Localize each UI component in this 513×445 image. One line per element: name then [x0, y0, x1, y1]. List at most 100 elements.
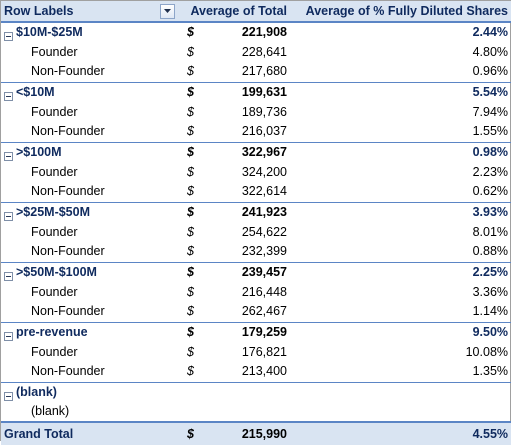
child-label: Non-Founder [31, 244, 105, 259]
collapse-minus-icon[interactable] [4, 271, 13, 281]
avg-total-value [225, 381, 291, 402]
avg-total-value: 228,641 [241, 44, 288, 59]
child-label: Non-Founder [31, 124, 105, 139]
child-row[interactable]: Non-Founder $ 213,400 1.35% [1, 362, 511, 382]
child-label: Founder [31, 284, 78, 299]
collapse-minus-icon[interactable] [4, 331, 13, 341]
group-row[interactable]: >$25M-$50M $ 241,923 3.93% [1, 201, 512, 222]
avg-total-value: 322,967 [225, 141, 291, 162]
group-row[interactable]: >$50M-$100M $ 239,457 2.25% [1, 261, 512, 282]
currency-symbol: $ [187, 64, 194, 79]
collapse-minus-icon[interactable] [4, 211, 13, 221]
pivot-body: $10M-$25M $ 221,908 2.44% Founder $ 228,… [1, 21, 512, 422]
currency-symbol [177, 381, 225, 402]
collapse-minus-icon[interactable] [4, 151, 13, 161]
child-label: Non-Founder [31, 64, 105, 79]
avg-total-header[interactable]: Average of Total [177, 1, 291, 23]
avg-total-value: 262,467 [241, 304, 288, 319]
group-label-cell[interactable]: $10M-$25M [1, 21, 177, 42]
avg-total-value: 322,614 [241, 184, 288, 199]
currency-symbol: $ [177, 201, 225, 222]
child-row[interactable]: Non-Founder $ 262,467 1.14% [1, 302, 511, 322]
currency-symbol: $ [187, 284, 194, 299]
currency-symbol: $ [187, 124, 194, 139]
child-label: Non-Founder [31, 184, 105, 199]
avg-pct-header[interactable]: Average of % Fully Diluted Shares [290, 1, 512, 23]
avg-total-value: 254,622 [241, 224, 288, 239]
avg-pct-value: 4.80% [472, 44, 509, 59]
avg-pct-value: 2.25% [290, 261, 512, 282]
avg-pct-value: 10.08% [465, 344, 509, 359]
grand-total-avg-pct: 4.55% [290, 421, 512, 445]
child-row[interactable]: Founder $ 254,622 8.01% [1, 222, 511, 242]
group-row[interactable]: >$100M $ 322,967 0.98% [1, 141, 512, 162]
group-label-cell[interactable]: >$25M-$50M [1, 201, 177, 222]
avg-pct-value: 8.01% [472, 224, 509, 239]
currency-symbol: $ [187, 104, 194, 119]
group-row[interactable]: <$10M $ 199,631 5.54% [1, 81, 512, 102]
child-row[interactable]: Non-Founder $ 232,399 0.88% [1, 242, 511, 262]
child-row[interactable]: Non-Founder $ 322,614 0.62% [1, 182, 511, 202]
child-label: Founder [31, 224, 78, 239]
avg-pct-value [290, 402, 511, 422]
avg-total-value: 216,037 [241, 124, 288, 139]
group-label-cell[interactable]: <$10M [1, 81, 177, 102]
group-row[interactable]: pre-revenue $ 179,259 9.50% [1, 321, 512, 342]
group-label: <$10M [16, 84, 55, 99]
avg-pct-value: 1.55% [472, 124, 509, 139]
child-row[interactable]: Founder $ 228,641 4.80% [1, 42, 511, 62]
currency-symbol: $ [187, 304, 194, 319]
currency-symbol: $ [187, 364, 194, 379]
currency-symbol: $ [187, 164, 194, 179]
child-row[interactable]: Founder $ 324,200 2.23% [1, 162, 511, 182]
avg-total-value: 217,680 [241, 64, 288, 79]
group-label: >$50M-$100M [16, 264, 97, 279]
collapse-minus-icon[interactable] [4, 391, 13, 401]
child-row[interactable]: (blank) [1, 402, 511, 422]
avg-pct-value: 0.62% [472, 184, 509, 199]
child-row[interactable]: Founder $ 189,736 7.94% [1, 102, 511, 122]
avg-pct-value [290, 381, 512, 402]
row-labels-header-text: Row Labels [4, 3, 74, 18]
child-row[interactable]: Founder $ 216,448 3.36% [1, 282, 511, 302]
currency-symbol: $ [187, 184, 194, 199]
grand-total-label: Grand Total [1, 421, 177, 445]
avg-total-value: 216,448 [241, 284, 288, 299]
child-row[interactable]: Founder $ 176,821 10.08% [1, 342, 511, 362]
collapse-minus-icon[interactable] [4, 32, 13, 41]
grand-total-row[interactable]: Grand Total $ 215,990 4.55% [1, 421, 512, 445]
currency-symbol: $ [187, 244, 194, 259]
child-label: Founder [31, 104, 78, 119]
header-row: Row Labels Average of Total Average of %… [1, 1, 512, 23]
avg-total-value: 213,400 [241, 364, 288, 379]
group-row[interactable]: $10M-$25M $ 221,908 2.44% [1, 21, 512, 42]
currency-symbol: $ [177, 21, 225, 42]
avg-pct-value: 1.35% [472, 364, 509, 379]
avg-total-value: 324,200 [241, 164, 288, 179]
avg-total-value: 189,736 [241, 104, 288, 119]
collapse-minus-icon[interactable] [4, 91, 13, 101]
currency-symbol [177, 402, 225, 422]
group-label: $10M-$25M [16, 25, 83, 39]
filter-dropdown-icon[interactable] [160, 3, 175, 19]
child-label: (blank) [31, 404, 70, 418]
group-label-cell[interactable]: >$100M [1, 141, 177, 162]
group-row[interactable]: (blank) [1, 381, 512, 402]
group-label-cell[interactable]: (blank) [1, 381, 177, 402]
currency-symbol: $ [187, 344, 194, 359]
avg-pct-value: 2.23% [472, 164, 509, 179]
child-row[interactable]: Non-Founder $ 216,037 1.55% [1, 122, 511, 142]
group-label: >$100M [16, 144, 62, 159]
group-label-cell[interactable]: >$50M-$100M [1, 261, 177, 282]
group-label-cell[interactable]: pre-revenue [1, 321, 177, 342]
child-row[interactable]: Non-Founder $ 217,680 0.96% [1, 62, 511, 82]
row-labels-header[interactable]: Row Labels [1, 1, 177, 23]
avg-total-value: 241,923 [225, 201, 291, 222]
currency-symbol: $ [177, 261, 225, 282]
avg-pct-value: 1.14% [472, 304, 509, 319]
avg-pct-value: 0.88% [472, 244, 509, 259]
child-label: Non-Founder [31, 304, 105, 319]
avg-pct-value: 3.36% [472, 284, 509, 299]
